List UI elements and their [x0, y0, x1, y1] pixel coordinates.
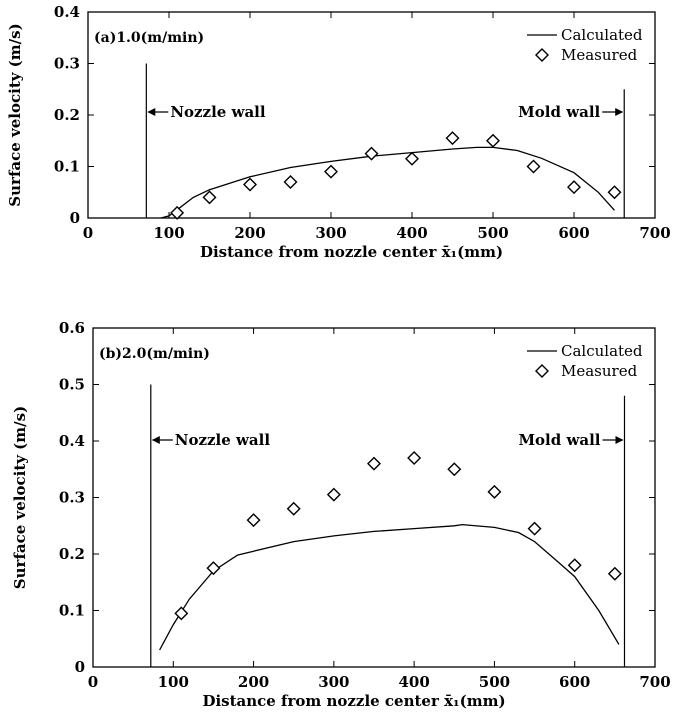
measured-point — [488, 486, 500, 498]
y-tick-label: 0.4 — [59, 432, 85, 450]
mold-wall-arrowhead — [615, 436, 623, 444]
mold-wall-label: Mold wall — [518, 431, 600, 449]
y-tick-label: 0.3 — [54, 55, 80, 73]
legend-diamond-swatch — [536, 49, 548, 61]
nozzle-wall-arrowhead — [152, 436, 160, 444]
panel-label: (b)2.0(m/min) — [99, 346, 210, 362]
mold-wall-label: Mold wall — [518, 103, 600, 121]
x-axis-title: Distance from nozzle center x̄₁(mm) — [202, 692, 505, 710]
chart-panel-a: 0 100 200 300 400 500 600 700 0 0.1 0.2 0.3 0.4 Dista… — [6, 3, 671, 261]
x-tick-label: 500 — [479, 673, 510, 691]
mold-wall-arrowhead — [615, 108, 623, 116]
measured-point — [528, 161, 540, 173]
nozzle-wall-arrowhead — [147, 108, 155, 116]
legend-label-calculated: Calculated — [561, 342, 643, 360]
x-tick-label: 700 — [639, 224, 670, 242]
y-tick-label: 0.6 — [59, 319, 85, 337]
y-tick-label: 0.3 — [59, 489, 85, 507]
measured-point — [529, 523, 541, 535]
y-tick-label: 0 — [70, 209, 80, 227]
series-calculated-line — [160, 525, 619, 650]
legend-diamond-swatch — [536, 365, 548, 377]
x-tick-label: 600 — [558, 224, 589, 242]
y-axis-title: Surface velocity (m/s) — [11, 406, 29, 589]
measured-point — [569, 559, 581, 571]
y-tick-label: 0 — [75, 658, 85, 676]
x-tick-label: 200 — [238, 673, 269, 691]
x-tick-label: 0 — [88, 673, 98, 691]
measured-point — [288, 503, 300, 515]
y-tick-label: 0.5 — [59, 376, 85, 394]
measured-point — [368, 458, 380, 470]
y-tick-label: 0.1 — [54, 158, 80, 176]
series-calculated-line — [161, 147, 615, 218]
measured-point — [406, 153, 418, 165]
measured-point — [285, 176, 297, 188]
legend-label-measured: Measured — [561, 362, 638, 380]
nozzle-wall-label: Nozzle wall — [170, 103, 266, 121]
legend-label-calculated: Calculated — [561, 26, 643, 44]
measured-point — [207, 562, 219, 574]
measured-point — [248, 514, 260, 526]
y-tick-label: 0.4 — [54, 3, 80, 21]
x-tick-label: 100 — [153, 224, 184, 242]
y-tick-label: 0.2 — [54, 106, 80, 124]
measured-point — [328, 489, 340, 501]
y-tick-label: 0.1 — [59, 602, 85, 620]
measured-point — [325, 166, 337, 178]
x-tick-label: 100 — [158, 673, 189, 691]
x-tick-label: 0 — [83, 224, 93, 242]
nozzle-wall-label: Nozzle wall — [175, 431, 271, 449]
measured-point — [609, 568, 621, 580]
measured-point — [408, 452, 420, 464]
measured-point — [204, 191, 216, 203]
x-tick-label: 300 — [315, 224, 346, 242]
measured-point — [447, 132, 459, 144]
panel-label: (a)1.0(m/min) — [94, 30, 204, 46]
chart-panel-b: 0 100 200 300 400 500 600 700 0 0.1 0.2 0.3 0.4 0.5 0.… — [11, 319, 671, 710]
x-tick-label: 500 — [477, 224, 508, 242]
measured-point — [487, 135, 499, 147]
measured-point — [448, 463, 460, 475]
x-axis-title: Distance from nozzle center x̄₁(mm) — [200, 243, 503, 261]
x-tick-label: 400 — [398, 673, 429, 691]
x-tick-label: 200 — [234, 224, 265, 242]
legend-label-measured: Measured — [561, 46, 638, 64]
measured-point — [609, 186, 621, 198]
measured-point — [244, 179, 256, 191]
x-tick-label: 400 — [396, 224, 427, 242]
x-tick-label: 700 — [639, 673, 670, 691]
y-tick-label: 0.2 — [59, 545, 85, 563]
x-tick-label: 300 — [318, 673, 349, 691]
measured-point — [568, 181, 580, 193]
measured-point — [366, 148, 378, 160]
y-axis-title: Surface velocity (m/s) — [6, 23, 24, 206]
x-tick-label: 600 — [559, 673, 590, 691]
measured-point — [171, 207, 183, 219]
